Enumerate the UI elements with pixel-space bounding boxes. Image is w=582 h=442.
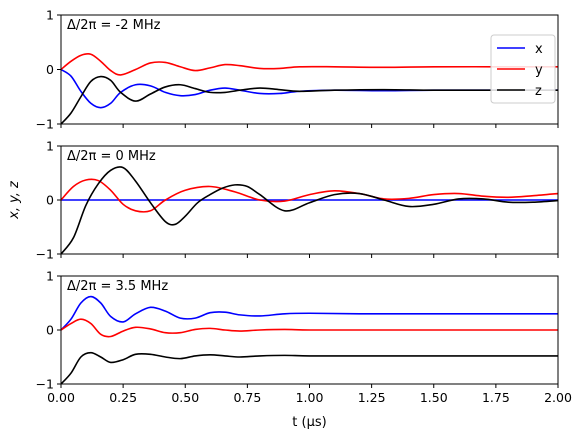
y-tick-label: 1	[46, 139, 54, 154]
y-tick-label: 1	[46, 269, 54, 284]
panel-3: −1 0 1 0.00 0.25 0.50 0.75 1.00 1.25 1.50 1.75 2.00…	[36, 269, 572, 431]
y-tick-label: −1	[36, 377, 54, 392]
legend: xyz	[490, 34, 556, 104]
legend-label: x	[535, 42, 543, 57]
x-axis-label: t (μs)	[292, 415, 326, 430]
panel-annotation: Δ/2π = -2 MHz	[67, 18, 161, 33]
series-line-x	[61, 295, 558, 331]
legend-label: z	[535, 84, 542, 99]
series-group	[61, 166, 558, 254]
series-line-z	[61, 351, 558, 384]
x-tick-label: 1.25	[358, 390, 386, 405]
panel-annotation: Δ/2π = 0 MHz	[67, 149, 156, 164]
x-tick-label: 0.50	[171, 390, 199, 405]
x-tick-label: 0.75	[233, 390, 261, 405]
series-line-z	[61, 75, 558, 124]
y-tick-label: 1	[46, 8, 54, 23]
panel-1: −1 0 1 Δ/2π = -2 MHz xyz	[36, 8, 559, 132]
series-group	[61, 53, 558, 124]
y-axis-label: x, y, z	[7, 180, 22, 220]
legend-label: y	[535, 63, 543, 78]
y-tick-label: 0	[46, 193, 54, 208]
y-tick-label: −1	[36, 247, 54, 262]
y-tick-label: −1	[36, 117, 54, 132]
series-line-y	[61, 318, 558, 338]
series-line-y	[61, 178, 558, 213]
x-tick-label: 1.75	[482, 390, 510, 405]
panel-annotation: Δ/2π = 3.5 MHz	[67, 279, 168, 294]
x-tick-label: 1.50	[420, 390, 448, 405]
x-tick-label: 0.00	[47, 390, 75, 405]
x-tick-label: 1.00	[296, 390, 324, 405]
plot-area	[61, 15, 558, 124]
y-tick-label: 0	[46, 323, 54, 338]
panel-2: −1 0 1 Δ/2π = 0 MHz x, y, z	[7, 139, 559, 262]
x-tick-label: 0.25	[109, 390, 137, 405]
series-group	[61, 295, 558, 384]
series-line-z	[61, 166, 558, 254]
x-tick-label: 2.00	[544, 390, 572, 405]
series-line-y	[61, 53, 558, 76]
y-tick-label: 0	[46, 62, 54, 77]
